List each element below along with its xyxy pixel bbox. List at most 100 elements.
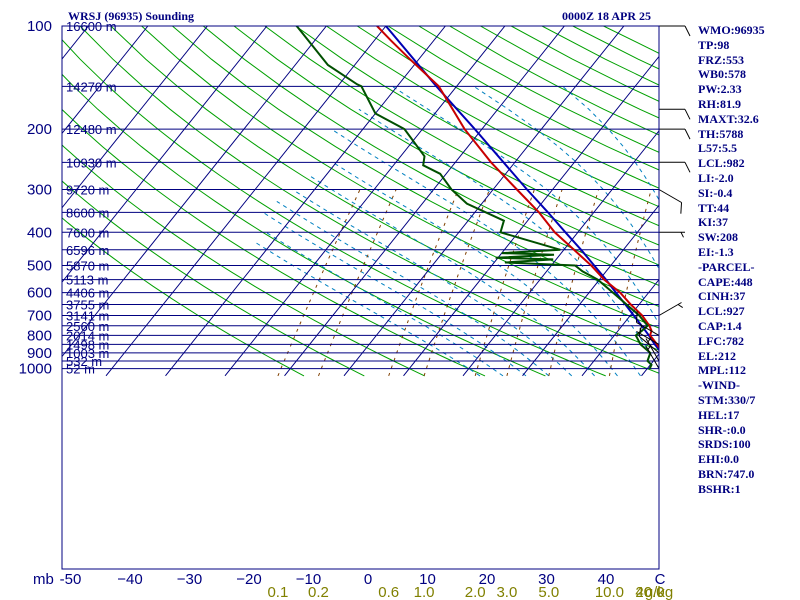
wind-barb	[659, 128, 691, 140]
temperature-tick-label: −20	[236, 571, 261, 588]
barb-staff	[645, 345, 660, 369]
isotherms	[62, 26, 659, 377]
height-label: 9720 m	[66, 182, 109, 197]
index-item: LCL:982	[698, 156, 745, 171]
wind-barb	[659, 161, 691, 173]
temperature-unit-label: C	[655, 571, 666, 588]
isotherm-line	[343, 26, 625, 377]
dry-adiabat	[295, 26, 659, 227]
mixing-ratio-tick-label: 20.0	[635, 584, 664, 600]
dry-adiabat	[572, 26, 659, 70]
temperature-tick-label: 20	[479, 571, 496, 588]
barb-half-flag	[677, 304, 683, 308]
dry-adiabats	[62, 26, 659, 377]
mixing-ratio-tick-label: 2.0	[465, 584, 486, 600]
barb-half-flag	[639, 327, 641, 334]
dry-adiabat	[79, 26, 659, 374]
wind-barb	[636, 327, 660, 345]
isotherm-line	[62, 26, 327, 358]
index-item: SHR-:0.0	[698, 422, 746, 437]
index-item: EHI:0.0	[698, 452, 740, 467]
dry-adiabat	[356, 26, 659, 189]
moist-adiabat	[262, 211, 527, 377]
height-label: 2560 m	[66, 319, 109, 334]
mixing-ratio-line	[506, 189, 563, 377]
moist-adiabat	[276, 200, 550, 377]
wind-barb	[635, 311, 660, 336]
isotherm-line	[105, 26, 387, 377]
index-item: FRZ:553	[698, 52, 744, 67]
dewpoint-trace	[295, 26, 653, 370]
pressure-tick-label: 100	[27, 18, 52, 35]
index-item: TT:44	[698, 200, 730, 215]
height-label: 8600 m	[66, 205, 109, 220]
pressure-tick-label: 800	[27, 327, 52, 344]
isotherm-line	[522, 204, 659, 377]
dry-adiabat	[62, 180, 365, 377]
mixing-ratio-line	[548, 189, 600, 377]
pressure-tick-label: 1000	[19, 361, 52, 378]
dry-adiabat	[62, 144, 425, 377]
isotherm-line	[403, 55, 659, 377]
isobars	[62, 25, 659, 370]
mixing-ratio-line	[423, 189, 490, 377]
index-item: MPL:112	[698, 363, 746, 378]
mixing-ratio-line	[608, 189, 652, 376]
temperature-tick-label: 0	[364, 571, 372, 588]
isotherm-line	[224, 26, 506, 377]
dry-adiabat	[62, 39, 606, 377]
index-item: TP:98	[698, 37, 730, 52]
height-label: 10930 m	[66, 155, 117, 170]
temperature-tick-label: −30	[177, 571, 202, 588]
index-item: -PARCEL-	[698, 259, 755, 274]
barb-flag	[684, 109, 691, 120]
height-label: 4406 m	[66, 286, 109, 301]
moist-adiabat	[331, 128, 641, 377]
height-label: 2014 m	[66, 328, 109, 343]
barb-flag	[635, 311, 638, 323]
barb-flag	[680, 202, 683, 214]
isotherm-line	[462, 130, 659, 377]
mixing-ratio-line	[318, 189, 397, 377]
index-item: SW:208	[698, 230, 739, 245]
moist-adiabat	[473, 85, 659, 270]
mixing-ratio-lines	[277, 189, 652, 377]
mixing-ratio-tick-label: 5.0	[538, 584, 559, 600]
isotherm-line	[284, 26, 565, 377]
index-item: LFC:782	[698, 333, 744, 348]
moist-adiabat	[265, 231, 504, 377]
wind-barb	[645, 337, 660, 362]
index-item: BRN:747.0	[698, 466, 755, 481]
height-label: 1003 m	[66, 346, 109, 361]
mixing-ratio-tick-label: 1.0	[414, 584, 435, 600]
dry-adiabat	[110, 26, 659, 351]
barb-staff	[636, 321, 660, 336]
pressure-unit-label: mb	[33, 571, 54, 588]
wind-barb	[659, 231, 685, 238]
index-item: -WIND-	[698, 378, 740, 393]
index-item: PW:2.33	[698, 82, 742, 97]
temperature-trace	[376, 26, 659, 350]
index-item: RH:81.9	[698, 96, 741, 111]
plot-frame	[61, 25, 660, 570]
valid-time: 0000Z 18 APR 25	[562, 9, 652, 23]
dry-adiabat	[141, 26, 659, 329]
isotherm-line	[581, 278, 659, 377]
dry-adiabat	[387, 26, 659, 171]
mixing-ratio-tick-label: 10.0	[595, 584, 624, 600]
index-item: L57:5.5	[698, 141, 737, 156]
mixing-ratio-line	[277, 189, 361, 377]
index-item: MAXT:32.6	[698, 111, 759, 126]
index-item: LCL:927	[698, 304, 745, 319]
index-item: CAPE:448	[698, 274, 753, 289]
dry-adiabat	[62, 217, 305, 377]
temperature-tick-label: −40	[117, 571, 142, 588]
index-item: EI:-1.3	[698, 244, 734, 259]
height-label: 3755 m	[66, 298, 109, 313]
temperature-tick-label: 10	[419, 571, 436, 588]
height-label: 6596 m	[66, 243, 109, 258]
dry-adiabat	[233, 26, 659, 266]
isotherm-line	[165, 26, 446, 377]
index-item: CINH:37	[698, 289, 746, 304]
dry-adiabat	[264, 26, 659, 246]
